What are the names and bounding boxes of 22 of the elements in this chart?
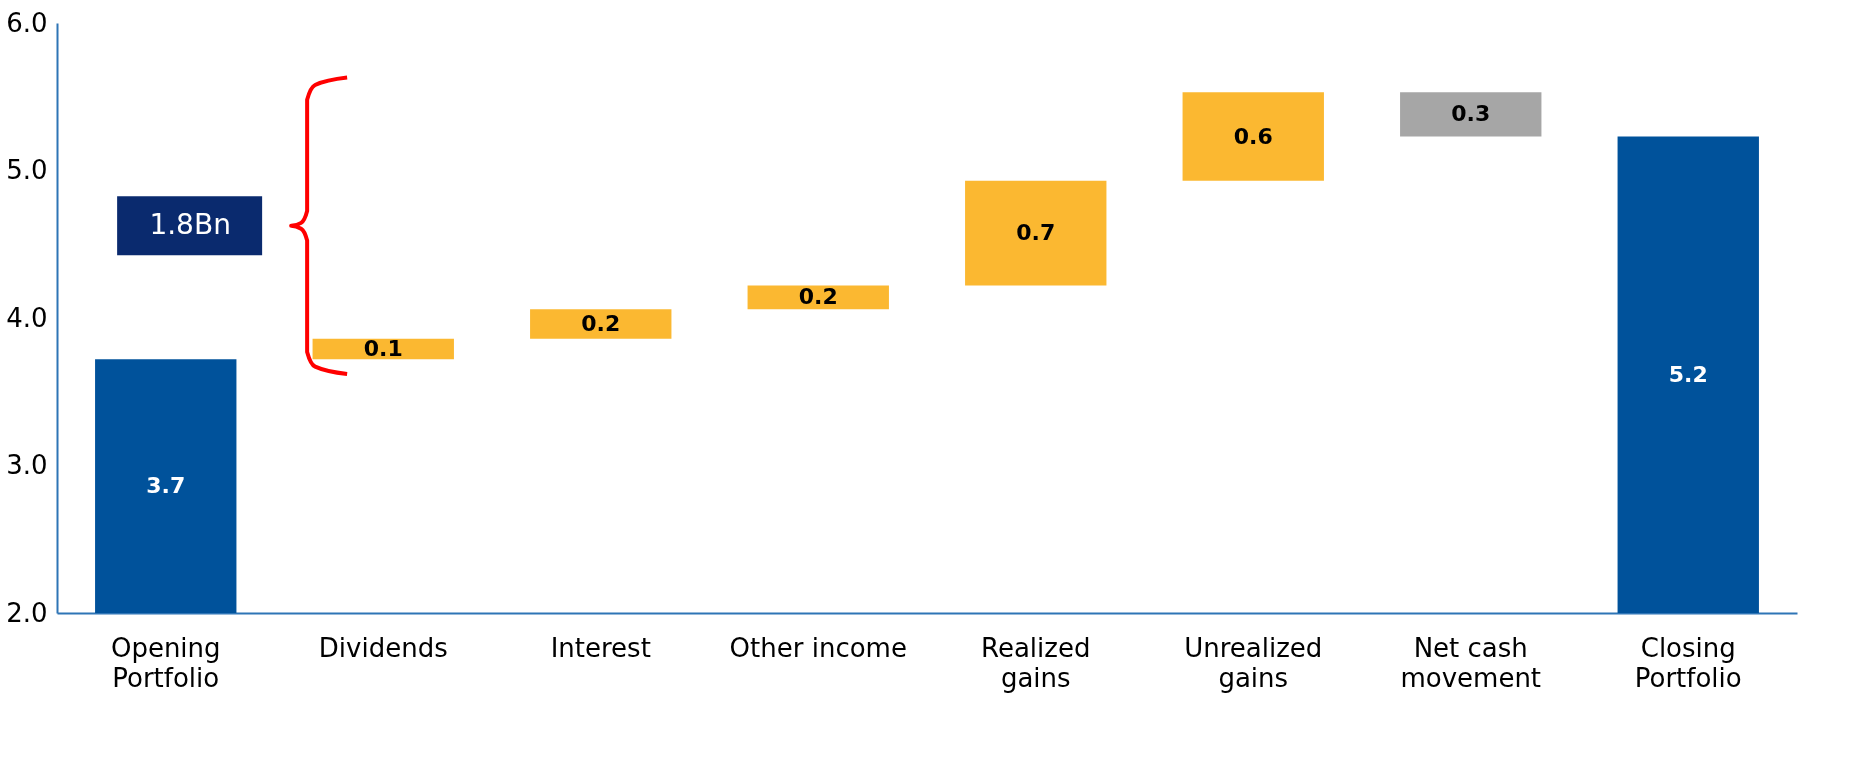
- data-label: 0.6: [1233, 123, 1273, 149]
- x-tick-label: Net cash movement: [1400, 632, 1542, 693]
- y-tick-label: 2.0: [6, 597, 48, 628]
- x-tick-label: Opening Portfolio: [110, 632, 221, 693]
- x-tick-label: Dividends: [318, 632, 448, 663]
- x-tick-label: Realized gains: [981, 632, 1091, 693]
- data-label: 5.2: [1668, 361, 1708, 387]
- data-label: 0.1: [363, 335, 403, 361]
- x-tick-label: Other income: [729, 632, 907, 663]
- y-tick-label: 5.0: [6, 155, 48, 185]
- x-tick-label: Interest: [550, 632, 651, 663]
- y-tick-label: 3.0: [6, 450, 48, 480]
- data-label: 0.2: [581, 310, 621, 336]
- data-label: 0.7: [1016, 220, 1056, 246]
- x-tick-label: Closing Portfolio: [1634, 632, 1742, 693]
- data-label: 3.7: [146, 473, 186, 499]
- data-label: 0.2: [798, 284, 838, 310]
- x-tick-label: Unrealized gains: [1184, 632, 1323, 693]
- y-tick-label: 4.0: [6, 302, 48, 333]
- annotation: 1.8Bn: [149, 207, 231, 241]
- y-tick-label: 6.0: [6, 7, 48, 38]
- data-label: 0.3: [1451, 101, 1491, 127]
